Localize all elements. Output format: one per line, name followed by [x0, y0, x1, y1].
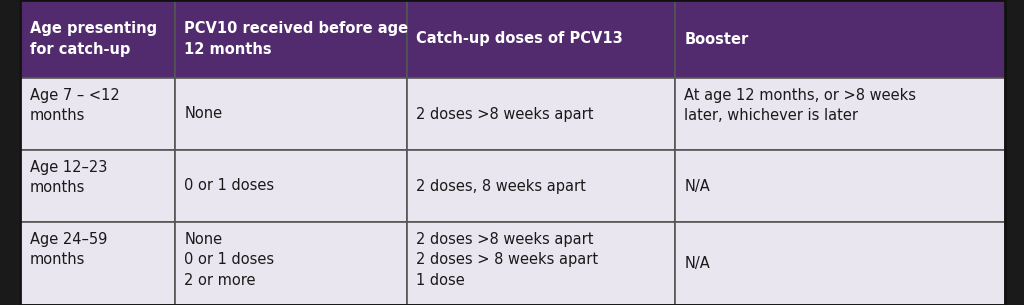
Text: At age 12 months, or >8 weeks
later, whichever is later: At age 12 months, or >8 weeks later, whi…: [684, 88, 916, 124]
Bar: [407, 222, 675, 305]
Bar: [675, 222, 1005, 305]
Text: Booster: Booster: [684, 31, 749, 46]
Bar: [174, 222, 407, 305]
Bar: [675, 78, 1005, 150]
Text: N/A: N/A: [684, 256, 711, 271]
Bar: [19, 222, 174, 305]
Text: Age 7 – <12
months: Age 7 – <12 months: [30, 88, 119, 124]
Text: Catch-up doses of PCV13: Catch-up doses of PCV13: [417, 31, 624, 46]
Text: 2 doses, 8 weeks apart: 2 doses, 8 weeks apart: [417, 178, 587, 193]
Text: Age presenting
for catch-up: Age presenting for catch-up: [30, 21, 157, 57]
Bar: [407, 0, 675, 78]
Bar: [407, 150, 675, 222]
Text: 2 doses >8 weeks apart
2 doses > 8 weeks apart
1 dose: 2 doses >8 weeks apart 2 doses > 8 weeks…: [417, 232, 599, 288]
Text: 2 doses >8 weeks apart: 2 doses >8 weeks apart: [417, 106, 594, 121]
Text: 0 or 1 doses: 0 or 1 doses: [184, 178, 274, 193]
Bar: [174, 150, 407, 222]
Bar: [174, 78, 407, 150]
Bar: [407, 78, 675, 150]
Bar: [675, 150, 1005, 222]
Bar: [174, 0, 407, 78]
Text: None
0 or 1 doses
2 or more: None 0 or 1 doses 2 or more: [184, 232, 274, 288]
Text: PCV10 received before age
12 months: PCV10 received before age 12 months: [184, 21, 409, 57]
Bar: [675, 0, 1005, 78]
Text: Age 24–59
months: Age 24–59 months: [30, 232, 106, 267]
Text: None: None: [184, 106, 222, 121]
Text: N/A: N/A: [684, 178, 711, 193]
Bar: [19, 150, 174, 222]
Bar: [19, 78, 174, 150]
Bar: [19, 0, 174, 78]
Text: Age 12–23
months: Age 12–23 months: [30, 160, 106, 196]
